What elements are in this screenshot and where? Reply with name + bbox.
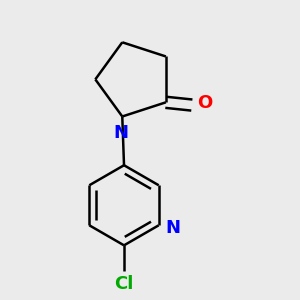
Text: Cl: Cl — [114, 275, 134, 293]
Text: N: N — [113, 124, 128, 142]
Text: O: O — [197, 94, 213, 112]
Text: N: N — [165, 219, 180, 237]
